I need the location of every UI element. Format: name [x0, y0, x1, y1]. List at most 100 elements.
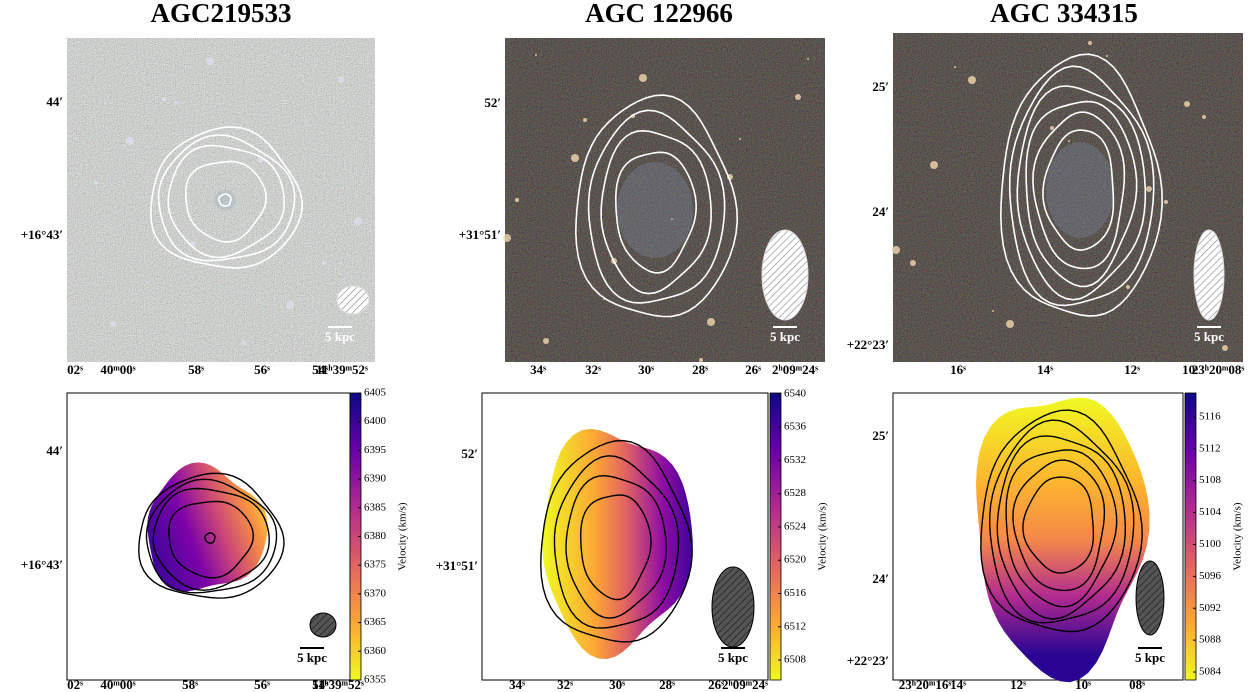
dec-tick-label: 25′	[872, 79, 889, 94]
colorbar-tick-label: 6380	[364, 530, 387, 542]
colorbar-tick-label: 5096	[1199, 570, 1222, 582]
colorbar	[1184, 392, 1197, 681]
hi-contour	[1012, 459, 1106, 592]
hi-contour	[980, 409, 1143, 633]
ra-tick-label: 56ˢ	[254, 677, 270, 692]
star	[930, 161, 938, 169]
dec-tick-label: 24′	[872, 204, 889, 219]
sky-noise	[67, 38, 375, 362]
dec-tick-label: +31°51′	[459, 227, 501, 242]
star	[583, 118, 587, 122]
star	[571, 154, 579, 162]
ra-tick-label: 28ˢ	[692, 362, 708, 377]
ra-tick-label: 32ˢ	[585, 362, 601, 377]
star	[126, 137, 134, 145]
hi-contour	[152, 487, 270, 591]
ra-tick-label: 02ˢ	[67, 362, 83, 377]
star	[699, 358, 703, 362]
ra-tick-label: 40ᵐ00ˢ	[100, 677, 135, 692]
panel-title: AGC 122966	[585, 0, 733, 28]
star	[1126, 285, 1130, 289]
dec-tick-label: 24′	[872, 571, 889, 586]
star	[286, 301, 294, 309]
dec-tick-label: +16°43′	[21, 227, 63, 242]
hi-contour	[167, 144, 286, 259]
star	[322, 261, 326, 265]
colorbar-tick-label: 6375	[364, 559, 387, 571]
star	[1006, 320, 1014, 328]
hi-contour	[996, 435, 1127, 620]
dec-tick-label: 52′	[484, 95, 501, 110]
star	[1106, 55, 1108, 57]
star	[226, 201, 228, 203]
star	[795, 94, 801, 100]
sky-noise	[893, 33, 1243, 362]
beam	[761, 229, 809, 321]
hi-contour	[999, 53, 1164, 317]
hi-contour	[204, 532, 216, 544]
star	[892, 246, 900, 254]
colorbar-tick-label: 6405	[364, 387, 387, 399]
dec-tick-label: +16°43′	[21, 557, 63, 572]
hi-contour	[149, 126, 303, 269]
ra-tick-label: 54ˢ	[312, 362, 328, 377]
galaxy	[1046, 142, 1114, 238]
beam	[1135, 560, 1165, 636]
hi-contour	[1005, 449, 1118, 608]
ra-tick-label: 12ˢ	[1124, 362, 1140, 377]
star	[94, 181, 98, 185]
ra-tick-label: 23ʰ20ᵐ16ˢ	[899, 677, 952, 692]
colorbar-tick-label: 5088	[1199, 634, 1222, 646]
star	[968, 76, 976, 84]
star	[543, 338, 549, 344]
star	[807, 58, 809, 60]
hi-contour	[579, 494, 652, 601]
star	[739, 138, 741, 140]
colorbar-tick-label: 6516	[784, 587, 807, 599]
star	[954, 66, 956, 68]
hi-contour	[168, 500, 254, 579]
colorbar-tick-label: 5112	[1199, 442, 1221, 454]
star	[1202, 115, 1206, 119]
ra-tick-label: 34ˢ	[530, 362, 546, 377]
ra-tick-label: 2ʰ09ᵐ24ˢ	[722, 677, 768, 692]
ra-tick-label: 58ˢ	[182, 677, 198, 692]
colorbar-tick-label: 6536	[784, 421, 807, 433]
star	[66, 37, 68, 39]
scale-label: 5 kpc	[297, 650, 327, 665]
scale-label: 5 kpc	[1194, 329, 1224, 344]
colorbar-tick-label: 5092	[1199, 602, 1221, 614]
scale-label: 5 kpc	[770, 329, 800, 344]
colorbar-label: Velocity (km/s)	[397, 502, 409, 570]
ra-tick-label: 40ᵐ00ˢ	[100, 362, 135, 377]
dec-tick-label: 44′	[46, 443, 63, 458]
ra-tick-label: 10ˢ	[1075, 677, 1091, 692]
colorbar-tick-label: 6360	[364, 645, 387, 657]
colorbar-tick-label: 6385	[364, 501, 387, 513]
scale-label: 5 kpc	[1135, 650, 1165, 665]
colorbar-tick-label: 6528	[784, 487, 807, 499]
colorbar-tick-label: 6390	[364, 473, 387, 485]
ra-tick-label: 12ˢ	[1010, 677, 1026, 692]
galaxy	[617, 162, 693, 258]
dec-tick-label: 44′	[46, 94, 63, 109]
star	[992, 310, 994, 312]
colorbar-tick-label: 5108	[1199, 474, 1222, 486]
hi-contour	[1008, 65, 1155, 307]
colorbar-label: Velocity (km/s)	[1232, 502, 1244, 570]
ra-tick-label: 56ˢ	[254, 362, 270, 377]
star	[503, 234, 511, 242]
dec-tick-label: +31°51′	[436, 558, 478, 573]
panel-title: AGC 334315	[990, 0, 1138, 28]
ra-tick-label: 14ˢ	[1037, 362, 1053, 377]
colorbar-tick-label: 6395	[364, 444, 387, 456]
hi-contour	[1025, 100, 1138, 288]
star	[242, 341, 246, 345]
colorbar	[769, 392, 782, 681]
beam	[1193, 229, 1225, 321]
star	[1222, 345, 1228, 351]
hi-contour	[1022, 476, 1095, 574]
star	[78, 41, 80, 43]
star	[162, 97, 166, 101]
